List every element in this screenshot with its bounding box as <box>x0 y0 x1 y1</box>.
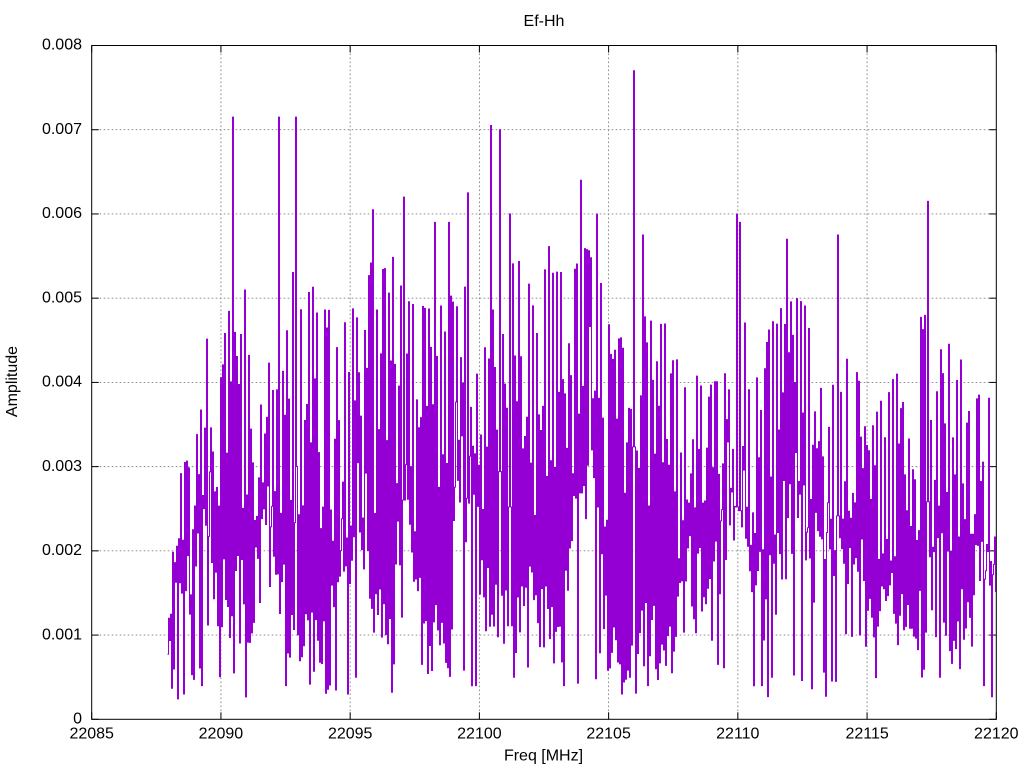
svg-text:0.002: 0.002 <box>42 542 82 559</box>
svg-text:0.001: 0.001 <box>42 626 82 643</box>
svg-text:22095: 22095 <box>328 726 373 743</box>
svg-text:0.005: 0.005 <box>42 289 82 306</box>
svg-text:22090: 22090 <box>199 726 244 743</box>
svg-text:0: 0 <box>73 711 82 728</box>
svg-text:Ef-Hh: Ef-Hh <box>524 13 565 30</box>
svg-text:0.004: 0.004 <box>42 374 82 391</box>
svg-text:0.003: 0.003 <box>42 458 82 475</box>
svg-text:0.008: 0.008 <box>42 37 82 54</box>
svg-text:22105: 22105 <box>586 726 631 743</box>
svg-text:22100: 22100 <box>457 726 502 743</box>
svg-text:0.006: 0.006 <box>42 205 82 222</box>
svg-text:0.007: 0.007 <box>42 121 82 138</box>
svg-text:Freq [MHz]: Freq [MHz] <box>504 748 583 765</box>
svg-text:22110: 22110 <box>716 726 759 743</box>
svg-text:Amplitude: Amplitude <box>4 346 21 417</box>
svg-text:22115: 22115 <box>845 726 888 743</box>
svg-text:22085: 22085 <box>69 726 114 743</box>
svg-text:22120: 22120 <box>974 726 1019 743</box>
